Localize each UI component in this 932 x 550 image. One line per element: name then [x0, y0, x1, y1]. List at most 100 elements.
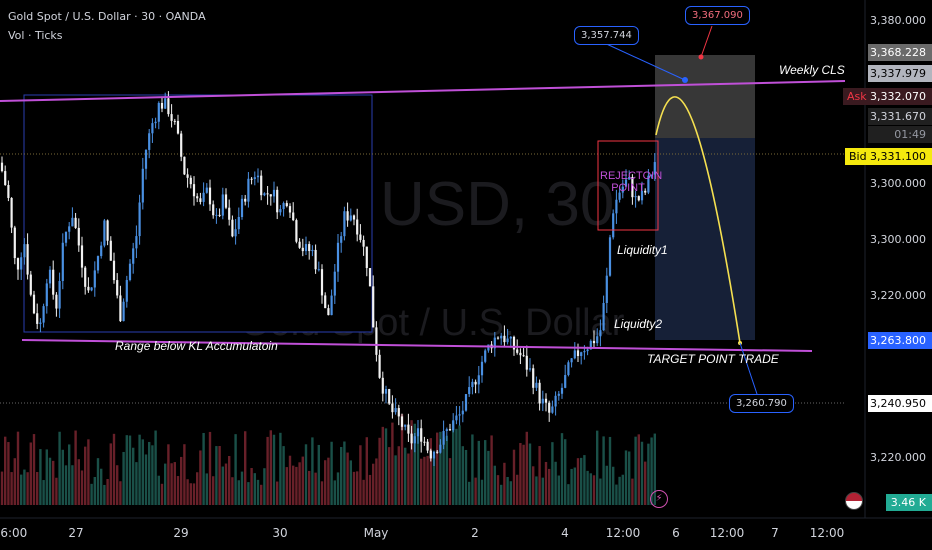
volume-bar — [285, 467, 288, 505]
volume-bar — [538, 446, 541, 505]
volume-bar — [272, 434, 276, 505]
candle-body — [420, 428, 423, 442]
candle-body — [112, 260, 116, 281]
support-line[interactable] — [21, 339, 813, 352]
candle-body — [528, 368, 532, 370]
candle-body — [525, 355, 528, 370]
volume-bar — [282, 446, 285, 505]
volume-bar — [16, 431, 20, 505]
candle-body — [138, 202, 141, 237]
volume-bar — [154, 430, 157, 505]
watermark-symbol: USD, 30 — [380, 170, 614, 239]
volume-bar — [506, 476, 509, 505]
candle-body — [532, 368, 535, 388]
accumulation-range-box[interactable] — [23, 94, 373, 333]
volume-bar — [93, 476, 96, 505]
volume-bar — [74, 430, 77, 505]
candle-body — [429, 450, 432, 459]
volume-bar — [608, 436, 612, 505]
volume-bar — [407, 453, 410, 505]
callout-price-2[interactable]: 3,367.090 — [685, 6, 750, 25]
candle-body — [522, 355, 525, 357]
candle-body — [260, 175, 263, 196]
candle-body — [279, 209, 282, 213]
candle-body — [276, 189, 279, 213]
volume-bar — [247, 482, 250, 505]
candle-body — [624, 179, 628, 187]
candle-body — [586, 349, 589, 352]
candle-body — [288, 206, 292, 213]
x-tick: 4 — [561, 526, 569, 540]
volume-bar — [461, 446, 464, 505]
y-tick: 3,220.000 — [870, 289, 926, 302]
volume-bar — [336, 472, 340, 505]
position-target-zone[interactable] — [655, 138, 755, 340]
us-flag-icon[interactable] — [845, 492, 863, 510]
candle-body — [45, 283, 48, 307]
candle-body — [608, 237, 612, 276]
volume-bar — [346, 452, 349, 505]
volume-bar — [532, 466, 535, 505]
volume-bar — [548, 468, 551, 505]
bar-countdown: 01:49 — [868, 126, 932, 143]
volume-indicator-label[interactable]: Vol · Ticks — [8, 29, 63, 42]
candle-body — [452, 420, 455, 431]
candle-body — [365, 246, 368, 269]
candle-body — [480, 361, 484, 376]
volume-bar — [167, 444, 170, 505]
candle-body — [372, 286, 375, 328]
candle-body — [253, 177, 256, 180]
volume-bar — [612, 466, 615, 505]
volume-bar — [512, 449, 516, 505]
candle-body — [231, 219, 234, 237]
weekly-cls-line[interactable] — [0, 80, 846, 102]
price-axis-panel[interactable] — [840, 0, 932, 550]
volume-bar — [250, 468, 253, 505]
volume-bar — [36, 472, 39, 505]
candle-body — [42, 306, 45, 323]
volume-bar — [484, 440, 487, 505]
volume-bars — [0, 414, 656, 505]
volume-bar — [637, 434, 640, 505]
candle-body — [474, 381, 477, 385]
candle-body — [119, 295, 122, 322]
candle-body — [87, 286, 90, 291]
candle-body — [96, 256, 100, 271]
volume-bar — [317, 444, 320, 505]
volume-bar — [468, 481, 471, 505]
volume-bar — [276, 481, 279, 505]
volume-bar — [644, 461, 647, 505]
volume-bar — [84, 446, 87, 505]
volume-bar — [135, 462, 138, 505]
volume-bar — [7, 442, 10, 505]
callout-price-3[interactable]: 3,260.790 — [729, 394, 794, 413]
candle-body — [48, 269, 52, 284]
candle-body — [330, 295, 333, 316]
volume-bar — [592, 475, 596, 505]
candle-body — [388, 389, 391, 404]
volume-bar — [170, 463, 173, 505]
volume-bar — [384, 428, 388, 505]
candle-body — [535, 382, 538, 388]
projection-curve[interactable] — [655, 96, 741, 344]
candle-body — [272, 189, 276, 197]
candle-body — [464, 394, 468, 411]
candle-body — [637, 196, 640, 201]
candle-body — [640, 190, 644, 201]
callout-price-1[interactable]: 3,357.744 — [574, 26, 639, 45]
ask-tag: Ask — [843, 88, 871, 105]
volume-bar — [330, 441, 333, 505]
volume-bar — [253, 473, 256, 505]
position-stop-zone[interactable] — [655, 55, 755, 138]
candle-body — [74, 217, 77, 228]
volume-bar — [295, 466, 298, 505]
rejection-box[interactable] — [597, 140, 659, 231]
volume-bar — [157, 475, 160, 505]
candle-body — [84, 267, 87, 287]
event-lightning-icon[interactable]: ⚡ — [650, 490, 668, 508]
volume-bar — [160, 483, 164, 505]
candle-body — [324, 295, 327, 309]
bid-price: 3,331.100 — [868, 148, 932, 165]
candle-body — [359, 234, 362, 240]
